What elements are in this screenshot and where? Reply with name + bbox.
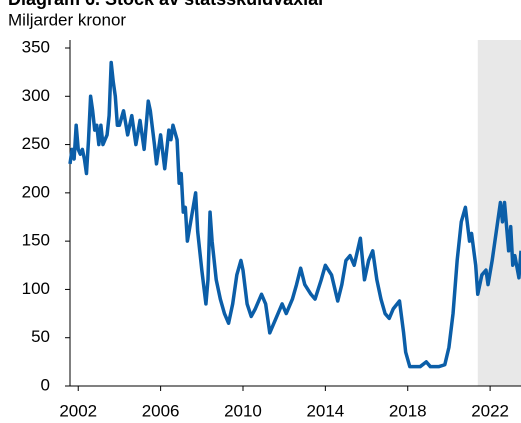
- x-tick-label: 2006: [142, 401, 180, 420]
- y-tick-label: 350: [22, 37, 50, 56]
- y-tick-label: 200: [22, 182, 50, 201]
- x-tick-label: 2018: [389, 401, 427, 420]
- chart-subtitle: Miljarder kronor: [8, 10, 126, 29]
- x-tick-label: 2002: [59, 401, 97, 420]
- data-line: [68, 60, 521, 369]
- chart-title: Diagram 6. Stock av statsskuldväxlar: [8, 0, 325, 9]
- x-tick-label: 2022: [471, 401, 509, 420]
- y-tick-label: 100: [22, 279, 50, 298]
- y-tick-label: 50: [31, 327, 50, 346]
- y-tick-label: 150: [22, 231, 50, 250]
- x-tick-label: 2014: [306, 401, 344, 420]
- x-tick-label: 2010: [224, 401, 262, 420]
- y-tick-label: 0: [41, 375, 50, 394]
- y-tick-label: 250: [22, 134, 50, 153]
- y-tick-label: 300: [22, 86, 50, 105]
